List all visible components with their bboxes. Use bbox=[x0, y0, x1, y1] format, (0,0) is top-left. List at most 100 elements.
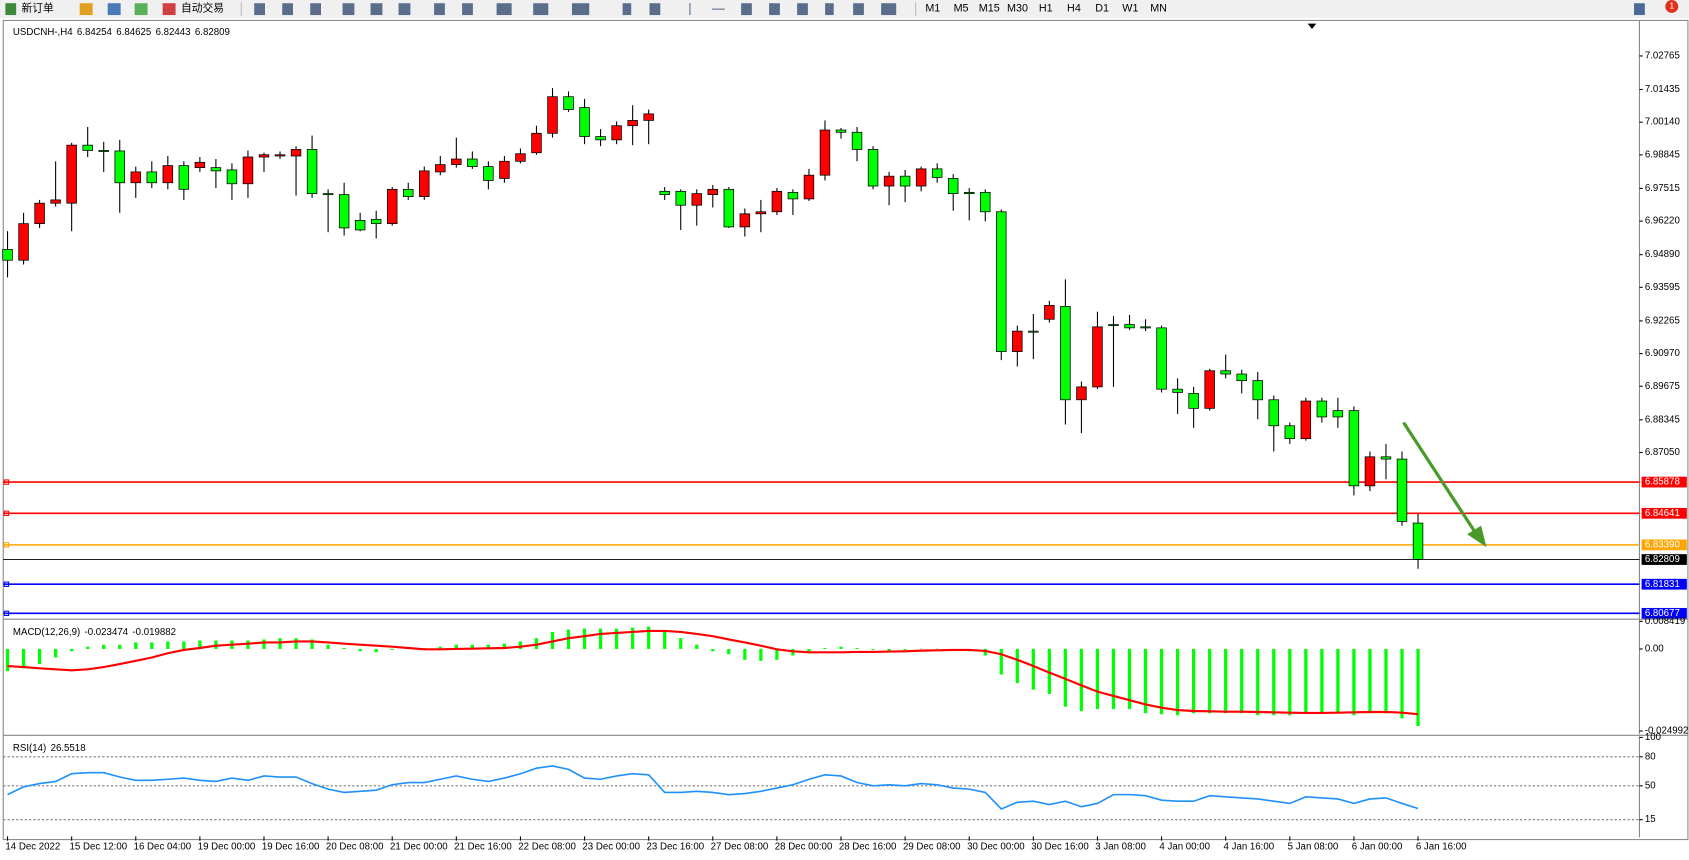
candle-body bbox=[627, 120, 638, 127]
y-tick-label: 7.00140 bbox=[1645, 117, 1680, 128]
indicator-value: 26.5518 bbox=[51, 743, 86, 754]
price-label: 6.81831 bbox=[1645, 579, 1680, 590]
candle-body bbox=[114, 150, 125, 184]
candle-body bbox=[835, 129, 847, 133]
x-tick-label: 21 Dec 16:00 bbox=[454, 842, 512, 853]
candle-body bbox=[931, 168, 943, 178]
timeframe-button[interactable]: M30 bbox=[1007, 2, 1028, 14]
x-tick-label: 14 Dec 2022 bbox=[5, 842, 60, 853]
candle-body bbox=[1380, 456, 1392, 460]
x-tick-label: 23 Dec 16:00 bbox=[647, 842, 705, 853]
current-price-label: 6.82809 bbox=[1645, 554, 1680, 565]
candle-body bbox=[691, 193, 702, 206]
candle-body bbox=[467, 158, 478, 167]
line-handle bbox=[3, 610, 10, 617]
x-tick-label: 30 Dec 16:00 bbox=[1031, 842, 1089, 853]
candle-body bbox=[771, 190, 783, 213]
y-tick-label: 80 bbox=[1645, 751, 1656, 762]
x-tick-label: 29 Dec 08:00 bbox=[903, 842, 961, 853]
candle-body bbox=[867, 149, 879, 187]
price-label: 6.80677 bbox=[1645, 608, 1680, 619]
candle-body bbox=[290, 149, 302, 157]
candle-body bbox=[483, 166, 494, 181]
y-tick-label: 7.02765 bbox=[1645, 51, 1680, 62]
timeframe-button[interactable]: M5 bbox=[954, 2, 969, 14]
new-order[interactable]: 新订单 bbox=[22, 1, 55, 14]
candle-body bbox=[579, 107, 590, 137]
y-tick-label: 6.87050 bbox=[1645, 447, 1680, 458]
tool-icons[interactable] bbox=[254, 3, 897, 16]
candle-body bbox=[82, 144, 93, 151]
y-tick-label: 6.94890 bbox=[1645, 249, 1680, 260]
x-tick-label: 4 Jan 16:00 bbox=[1224, 842, 1275, 853]
price-label: 6.83390 bbox=[1645, 539, 1680, 550]
candle-body bbox=[723, 188, 735, 228]
candle-body bbox=[531, 132, 542, 154]
candle-body bbox=[338, 194, 350, 229]
indicator-name: MACD(12,26,9) bbox=[13, 627, 80, 638]
candle-body bbox=[1220, 370, 1231, 375]
y-tick-label: 0.00 bbox=[1645, 644, 1664, 655]
candle-body bbox=[354, 219, 366, 231]
candle-body bbox=[1076, 386, 1087, 401]
candle-body bbox=[18, 223, 29, 261]
notification-badge[interactable] bbox=[1665, 0, 1679, 13]
timeframe-button[interactable]: H4 bbox=[1067, 2, 1081, 14]
toolbar-bg bbox=[0, 0, 1689, 19]
timeframe-button[interactable]: W1 bbox=[1122, 2, 1138, 14]
panel-header: RSI(14) 26.5518 bbox=[13, 743, 86, 754]
panel-header: MACD(12,26,9) -0.023474 -0.019882 bbox=[13, 627, 176, 638]
candle-body bbox=[499, 160, 510, 179]
timeframe-button[interactable]: H1 bbox=[1039, 2, 1053, 14]
candle-body bbox=[2, 248, 13, 261]
candle-body bbox=[66, 144, 77, 204]
candle-body bbox=[915, 168, 927, 187]
y-tick-label: 6.97515 bbox=[1645, 183, 1680, 194]
candle-body bbox=[1204, 370, 1215, 409]
x-tick-label: 27 Dec 08:00 bbox=[711, 842, 769, 853]
candle-body bbox=[1332, 410, 1344, 418]
candle-body bbox=[1284, 425, 1296, 440]
auto-trading-icon[interactable] bbox=[162, 3, 176, 16]
y-tick-label: 6.90970 bbox=[1645, 348, 1680, 359]
candle-body bbox=[851, 131, 863, 150]
search-icon[interactable] bbox=[1634, 3, 1645, 16]
candle-body bbox=[964, 191, 975, 194]
indicator-value: -0.023474 bbox=[85, 627, 129, 638]
signal-line bbox=[7, 629, 1419, 716]
icon[interactable] bbox=[134, 3, 148, 16]
x-tick-label: 19 Dec 00:00 bbox=[198, 842, 256, 853]
price-label: 6.84641 bbox=[1645, 508, 1680, 519]
candle-body bbox=[194, 161, 206, 168]
timeframe-button[interactable]: M15 bbox=[979, 2, 1000, 14]
candle-body bbox=[1108, 324, 1119, 327]
icon[interactable] bbox=[107, 3, 121, 16]
timeframe-button[interactable]: D1 bbox=[1095, 2, 1109, 14]
candle-body bbox=[707, 188, 719, 195]
timeframe-button[interactable]: MN bbox=[1150, 2, 1167, 14]
y-tick-label: 6.92265 bbox=[1645, 315, 1680, 326]
new-order-icon[interactable] bbox=[5, 3, 17, 16]
x-tick-label: 23 Dec 00:00 bbox=[582, 842, 640, 853]
candle-body bbox=[643, 113, 654, 121]
candle-body bbox=[419, 170, 430, 198]
candle-body bbox=[1348, 410, 1360, 487]
candle-body bbox=[322, 193, 334, 196]
icon[interactable] bbox=[79, 3, 93, 16]
y-tick-label: 0.008419 bbox=[1645, 616, 1685, 627]
candle-body bbox=[98, 150, 109, 152]
candle-body bbox=[210, 167, 222, 172]
candle-body bbox=[242, 156, 254, 185]
auto-trading[interactable]: 自动交易 bbox=[181, 1, 224, 14]
candle-body bbox=[1028, 330, 1039, 333]
candle-body bbox=[162, 165, 174, 184]
candle-body bbox=[1044, 305, 1055, 320]
timeframe-button[interactable]: M1 bbox=[925, 2, 940, 14]
candle-body bbox=[883, 175, 895, 187]
rsi-line bbox=[7, 765, 1419, 810]
indicator-name: USDCNH-,H4 bbox=[13, 27, 73, 38]
candle-body bbox=[435, 164, 446, 173]
